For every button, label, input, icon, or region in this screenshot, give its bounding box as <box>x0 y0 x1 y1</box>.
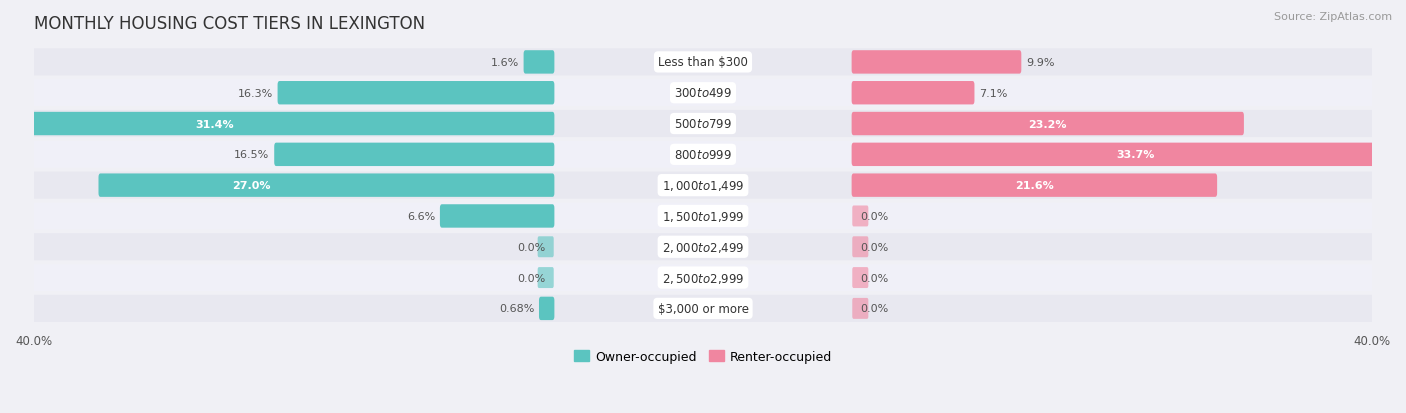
Text: 0.0%: 0.0% <box>860 304 889 313</box>
FancyBboxPatch shape <box>852 113 1244 136</box>
Text: 33.7%: 33.7% <box>1116 150 1154 160</box>
FancyBboxPatch shape <box>277 82 554 105</box>
Text: 0.68%: 0.68% <box>499 304 534 313</box>
Text: 6.6%: 6.6% <box>406 211 436 221</box>
Text: 7.1%: 7.1% <box>979 88 1008 98</box>
FancyBboxPatch shape <box>537 237 554 258</box>
Text: 23.2%: 23.2% <box>1029 119 1067 129</box>
FancyBboxPatch shape <box>32 172 1374 199</box>
Text: 0.0%: 0.0% <box>517 242 546 252</box>
Text: 0.0%: 0.0% <box>860 242 889 252</box>
FancyBboxPatch shape <box>852 206 869 227</box>
FancyBboxPatch shape <box>440 205 554 228</box>
FancyBboxPatch shape <box>538 297 554 320</box>
Text: $3,000 or more: $3,000 or more <box>658 302 748 315</box>
Text: $500 to $799: $500 to $799 <box>673 118 733 131</box>
Text: 16.5%: 16.5% <box>235 150 270 160</box>
Text: 1.6%: 1.6% <box>491 58 519 68</box>
FancyBboxPatch shape <box>32 111 1374 138</box>
Text: $800 to $999: $800 to $999 <box>673 149 733 161</box>
FancyBboxPatch shape <box>537 268 554 288</box>
FancyBboxPatch shape <box>25 113 554 136</box>
FancyBboxPatch shape <box>852 298 869 319</box>
Text: 0.0%: 0.0% <box>517 273 546 283</box>
Text: 27.0%: 27.0% <box>232 181 270 191</box>
FancyBboxPatch shape <box>32 203 1374 230</box>
Text: 0.0%: 0.0% <box>860 211 889 221</box>
FancyBboxPatch shape <box>852 51 1021 74</box>
FancyBboxPatch shape <box>852 237 869 258</box>
Text: 9.9%: 9.9% <box>1026 58 1054 68</box>
FancyBboxPatch shape <box>852 143 1406 166</box>
FancyBboxPatch shape <box>852 174 1218 197</box>
FancyBboxPatch shape <box>523 51 554 74</box>
FancyBboxPatch shape <box>32 49 1374 76</box>
Text: Source: ZipAtlas.com: Source: ZipAtlas.com <box>1274 12 1392 22</box>
Text: $300 to $499: $300 to $499 <box>673 87 733 100</box>
Text: 16.3%: 16.3% <box>238 88 273 98</box>
Text: MONTHLY HOUSING COST TIERS IN LEXINGTON: MONTHLY HOUSING COST TIERS IN LEXINGTON <box>34 15 425 33</box>
FancyBboxPatch shape <box>32 264 1374 292</box>
Text: $1,000 to $1,499: $1,000 to $1,499 <box>662 179 744 193</box>
FancyBboxPatch shape <box>852 268 869 288</box>
Legend: Owner-occupied, Renter-occupied: Owner-occupied, Renter-occupied <box>568 345 838 368</box>
Text: $2,500 to $2,999: $2,500 to $2,999 <box>662 271 744 285</box>
Text: 31.4%: 31.4% <box>195 119 233 129</box>
Text: Less than $300: Less than $300 <box>658 56 748 69</box>
Text: $2,000 to $2,499: $2,000 to $2,499 <box>662 240 744 254</box>
FancyBboxPatch shape <box>32 295 1374 322</box>
FancyBboxPatch shape <box>32 234 1374 261</box>
FancyBboxPatch shape <box>852 82 974 105</box>
FancyBboxPatch shape <box>98 174 554 197</box>
Text: 21.6%: 21.6% <box>1015 181 1053 191</box>
FancyBboxPatch shape <box>32 141 1374 169</box>
FancyBboxPatch shape <box>274 143 554 166</box>
Text: $1,500 to $1,999: $1,500 to $1,999 <box>662 209 744 223</box>
FancyBboxPatch shape <box>32 80 1374 107</box>
Text: 0.0%: 0.0% <box>860 273 889 283</box>
